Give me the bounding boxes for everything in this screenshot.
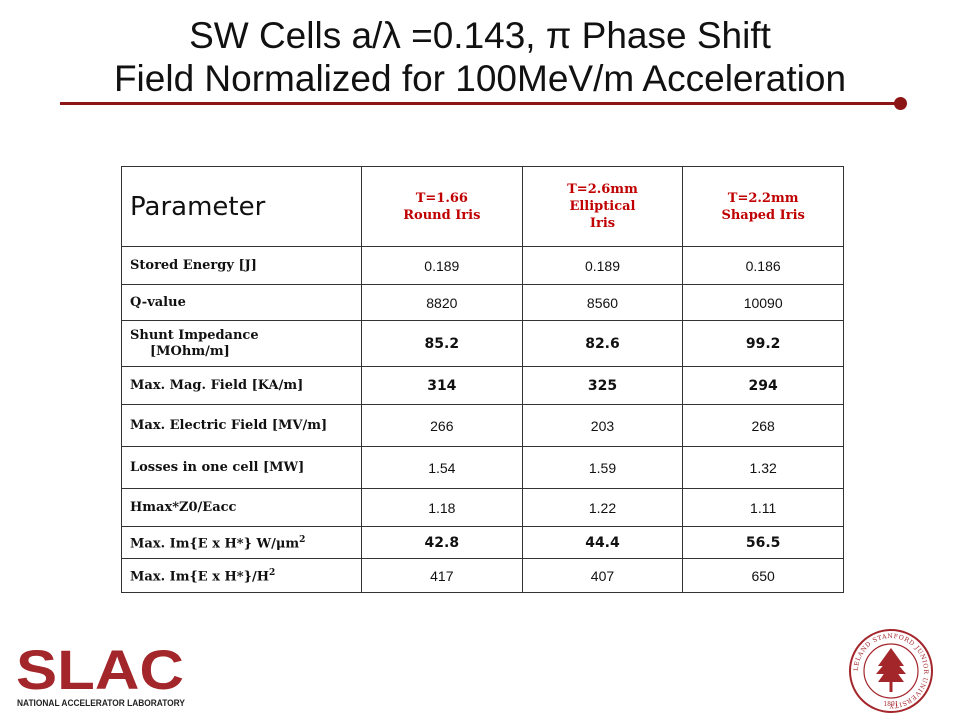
cell-value: 203 — [521, 404, 684, 447]
header-elliptical-iris: T=2.6mm Elliptical Iris — [521, 166, 684, 247]
cell-value: 407 — [521, 558, 684, 593]
row-label-shunt-impedance: Shunt Impedance [MOhm/m] — [121, 320, 362, 367]
title-divider — [60, 102, 900, 105]
table-row: Max. Im{E x H*}/H2 417 407 650 — [121, 558, 844, 593]
table-row: Q-value 8820 8560 10090 — [121, 284, 844, 321]
cell-value: 268 — [682, 404, 844, 447]
slac-logo-text: SLAC — [16, 645, 184, 701]
divider-dot — [894, 97, 907, 110]
table-row: Stored Energy [J] 0.189 0.189 0.186 — [121, 246, 844, 285]
cell-value: 1.18 — [361, 488, 523, 527]
header-shaped-iris: T=2.2mm Shaped Iris — [682, 166, 844, 247]
header-round-iris-line2: Round Iris — [403, 207, 481, 223]
cell-value: 1.22 — [521, 488, 684, 527]
cell-value: 8560 — [521, 284, 684, 321]
slac-logo: SLAC NATIONAL ACCELERATOR LABORATORY — [16, 645, 186, 709]
row-label-max-mag-field: Max. Mag. Field [KA/m] — [121, 366, 362, 405]
cell-value: 314 — [361, 366, 523, 405]
stanford-seal-icon: LELAND STANFORD JUNIOR UNIVERSITY 1891 — [849, 629, 933, 713]
cell-value: 294 — [682, 366, 844, 405]
table-row: Max. Electric Field [MV/m] 266 203 268 — [121, 404, 844, 447]
cell-value: 56.5 — [682, 526, 844, 559]
header-elliptical-iris-line2: Elliptical — [569, 199, 636, 214]
cell-value: 0.186 — [682, 246, 844, 285]
header-round-iris-line1: T=1.66 — [415, 190, 468, 206]
slac-logo-subtitle: NATIONAL ACCELERATOR LABORATORY — [17, 698, 186, 709]
header-shaped-iris-line2: Shaped Iris — [721, 207, 805, 223]
table-row: Max. Mag. Field [KA/m] 314 325 294 — [121, 366, 844, 405]
redwood-tree-icon — [876, 648, 906, 692]
row-label-sup: 2 — [299, 535, 306, 546]
cell-value: 650 — [682, 558, 844, 593]
header-shaped-iris-line1: T=2.2mm — [727, 190, 799, 206]
cell-value: 0.189 — [361, 246, 523, 285]
cell-value: 1.11 — [682, 488, 844, 527]
header-parameter: Parameter — [121, 166, 362, 247]
row-label-text: Max. Im{E x H*} W/μm — [130, 536, 300, 552]
cell-value: 44.4 — [521, 526, 684, 559]
cell-value: 82.6 — [521, 320, 684, 367]
table-row: Max. Im{E x H*} W/μm2 42.8 44.4 56.5 — [121, 526, 844, 559]
parameter-table: Parameter T=1.66 Round Iris T=2.6mm Elli… — [121, 166, 844, 593]
table-row: Hmax*Z0/Eacc 1.18 1.22 1.11 — [121, 488, 844, 527]
row-label-line1: Shunt Impedance — [130, 327, 259, 343]
cell-value: 417 — [361, 558, 523, 593]
header-round-iris: T=1.66 Round Iris — [361, 166, 523, 247]
cell-value: 0.189 — [521, 246, 684, 285]
header-elliptical-iris-line1: T=2.6mm — [567, 182, 638, 197]
row-label-stored-energy: Stored Energy [J] — [121, 246, 362, 285]
cell-value: 99.2 — [682, 320, 844, 367]
row-label-text: Max. Im{E x H*}/H — [130, 569, 269, 585]
cell-value: 1.32 — [682, 446, 844, 489]
cell-value: 42.8 — [361, 526, 523, 559]
cell-value: 1.54 — [361, 446, 523, 489]
row-label-q-value: Q-value — [121, 284, 362, 321]
cell-value: 85.2 — [361, 320, 523, 367]
row-label-line2: [MOhm/m] — [150, 343, 230, 359]
row-label-poynting-h2: Max. Im{E x H*}/H2 — [121, 558, 362, 593]
slide-title: SW Cells a/λ =0.143, π Phase Shift Field… — [0, 14, 960, 100]
row-label-poynting-w: Max. Im{E x H*} W/μm2 — [121, 526, 362, 559]
table-row: Shunt Impedance [MOhm/m] 85.2 82.6 99.2 — [121, 320, 844, 367]
row-label-sup: 2 — [269, 568, 276, 579]
title-line-1: SW Cells a/λ =0.143, π Phase Shift — [189, 15, 771, 56]
cell-value: 8820 — [361, 284, 523, 321]
row-label-losses: Losses in one cell [MW] — [121, 446, 362, 489]
cell-value: 1.59 — [521, 446, 684, 489]
row-label-hmax-z0: Hmax*Z0/Eacc — [121, 488, 362, 527]
header-elliptical-iris-line3: Iris — [589, 216, 616, 231]
seal-year: 1891 — [883, 701, 898, 708]
cell-value: 10090 — [682, 284, 844, 321]
title-line-2: Field Normalized for 100MeV/m Accelerati… — [113, 58, 847, 99]
row-label-max-electric-field: Max. Electric Field [MV/m] — [121, 404, 362, 447]
cell-value: 325 — [521, 366, 684, 405]
table-row: Losses in one cell [MW] 1.54 1.59 1.32 — [121, 446, 844, 489]
cell-value: 266 — [361, 404, 523, 447]
table-header-row: Parameter T=1.66 Round Iris T=2.6mm Elli… — [121, 166, 844, 247]
